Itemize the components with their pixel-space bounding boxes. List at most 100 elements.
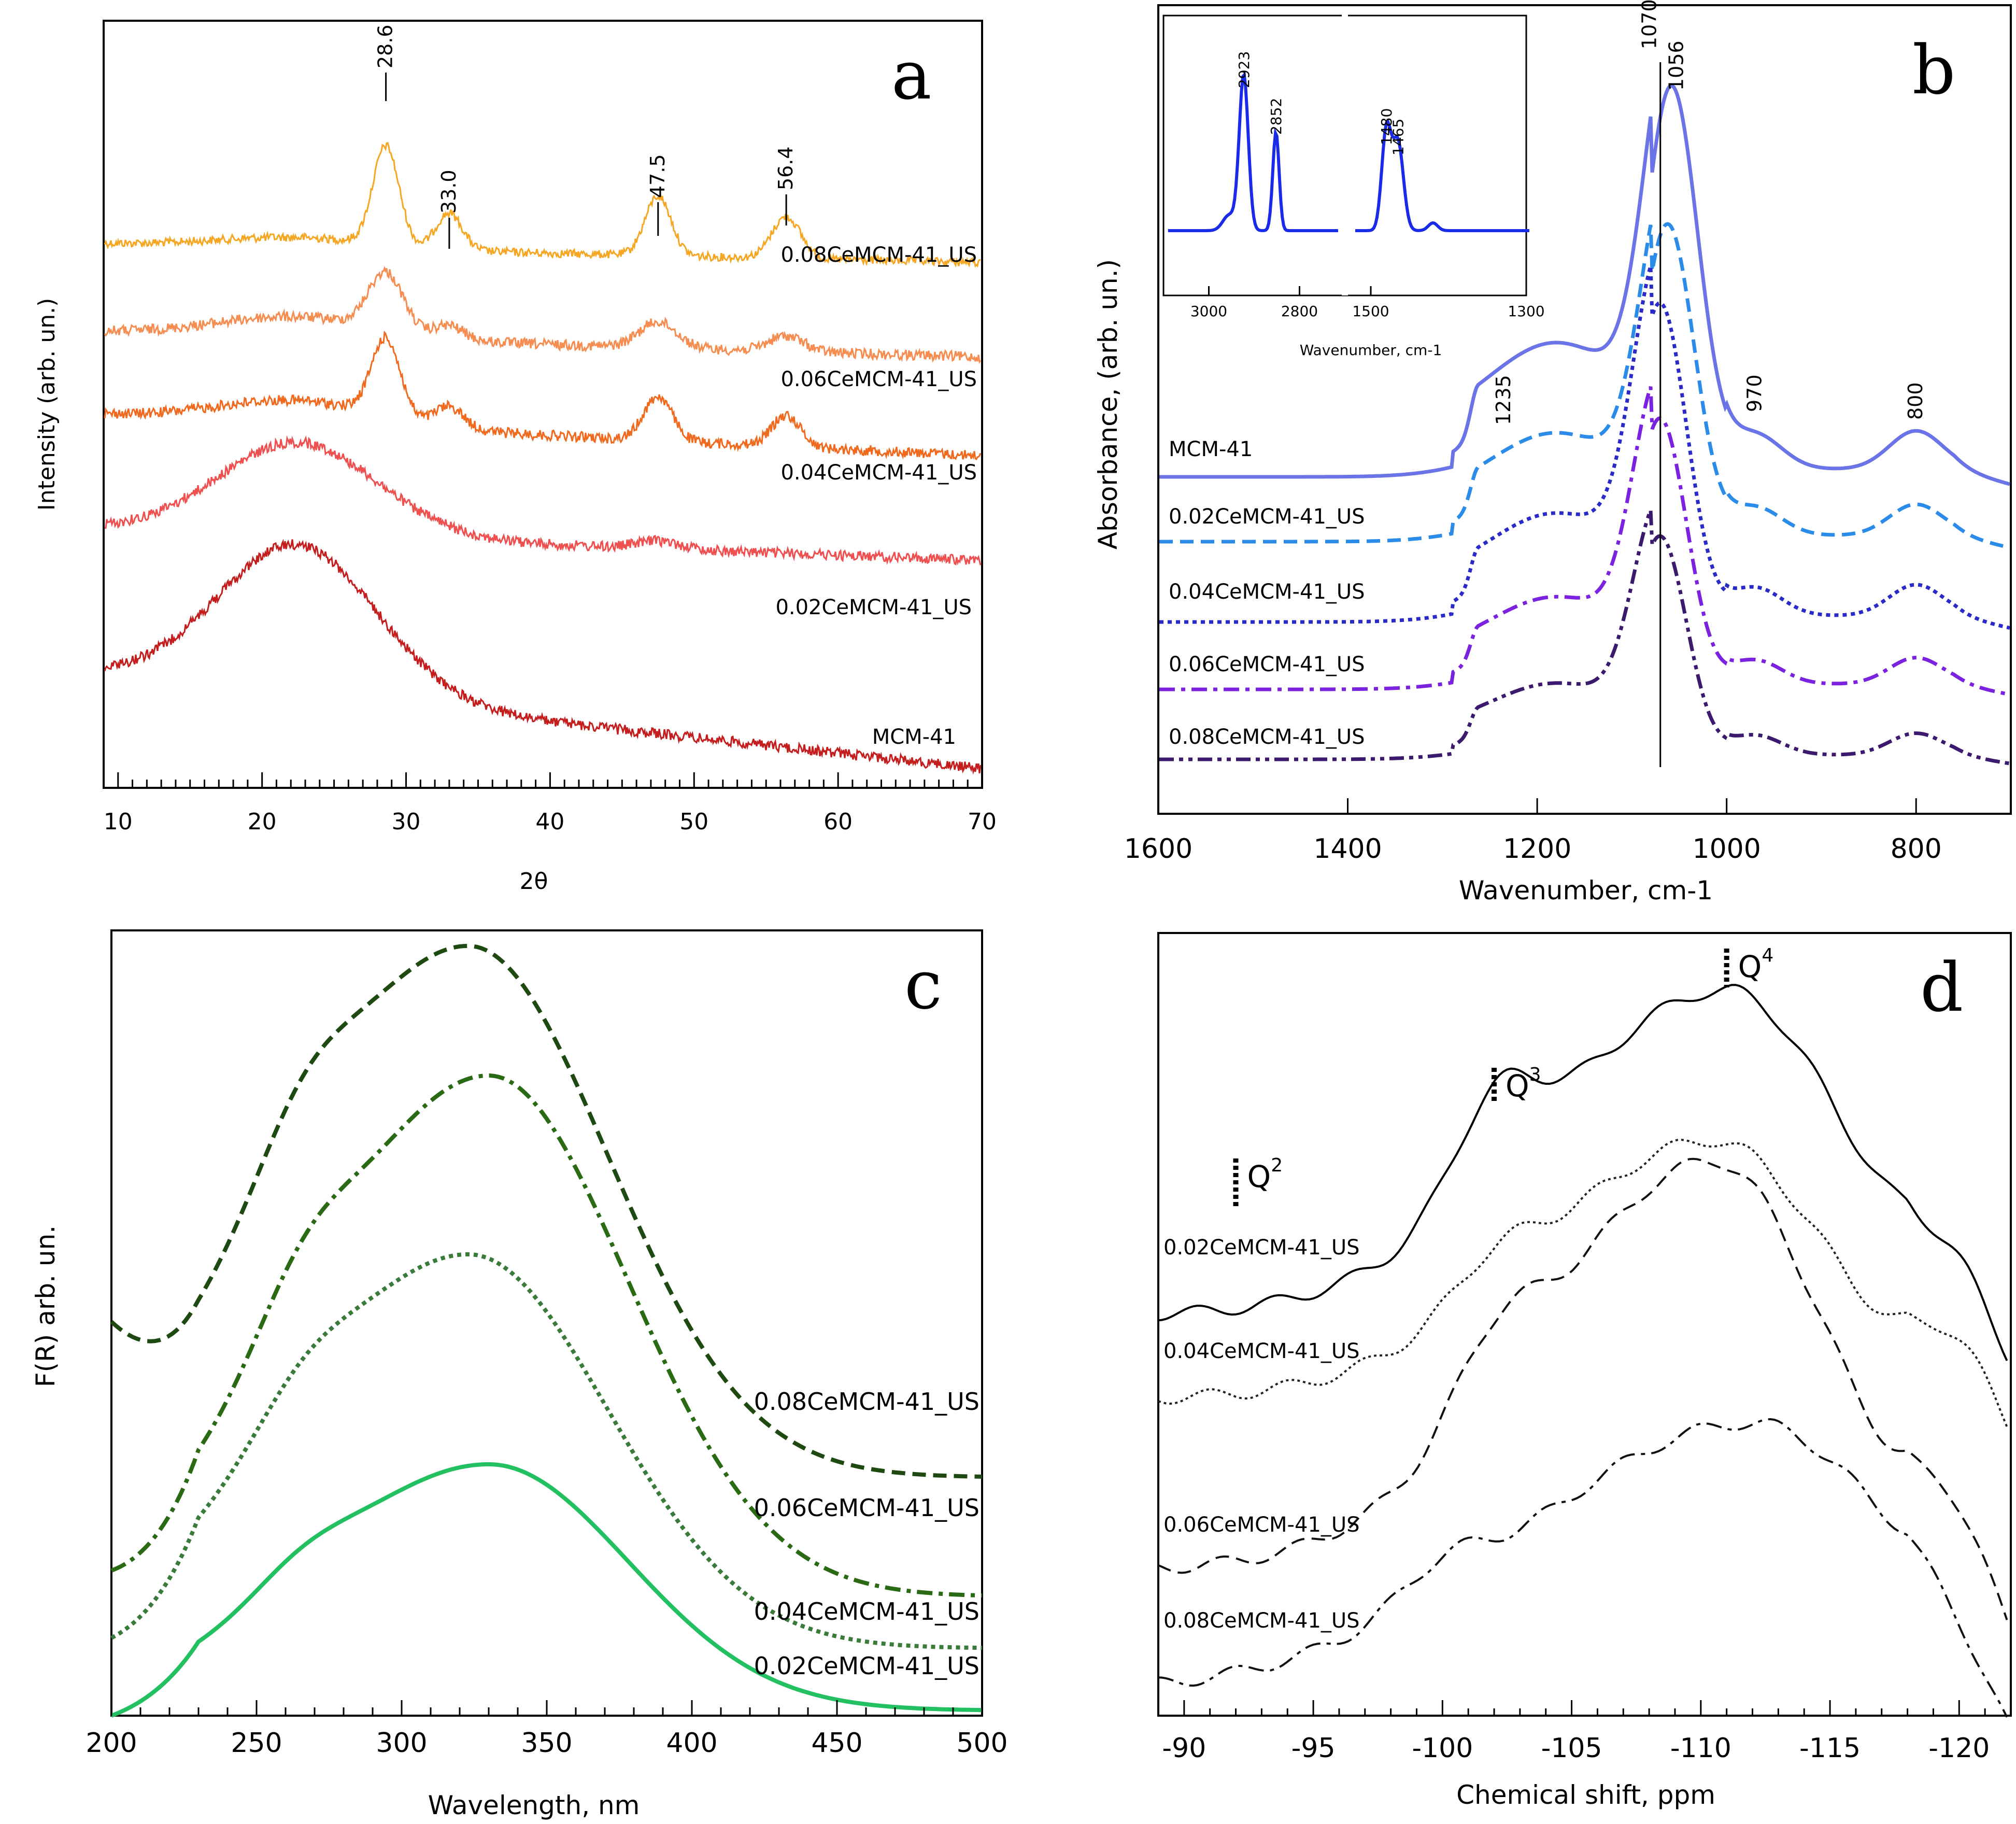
panel-c-series-label: 0.06CeMCM-41_US [754, 1494, 979, 1522]
inset-curve-ch-bend [1355, 119, 1529, 232]
panel-d-xlabel: Chemical shift, ppm [1456, 1780, 1715, 1810]
panel-d-series-curve [1158, 984, 2008, 1361]
panel-b-series-curve [1159, 265, 2010, 630]
panel-d-q-superscript: 4 [1762, 945, 1773, 966]
panel-d-series-curve [1158, 1157, 2008, 1620]
panel-b-series-curve [1159, 83, 2010, 486]
panel-d-xtick-label: -90 [1162, 1733, 1206, 1764]
panel-d-q-superscript: 3 [1529, 1064, 1541, 1085]
panel-a-ylabel: Intensity (arb. un.) [34, 298, 60, 511]
panel-d-letter: d [1920, 948, 1963, 1027]
panel-b-series-label: 0.02CeMCM-41_US [1169, 505, 1365, 529]
panel-c-xtick-label: 500 [956, 1728, 1007, 1759]
panel-a-series-label: 0.04CeMCM-41_US [780, 461, 977, 485]
panel-a-peak-label: 47.5 [646, 154, 669, 198]
panel-a-letter: a [891, 36, 932, 115]
panel-b-series-curve [1159, 386, 2010, 697]
panel-d-series-curve [1158, 1418, 2008, 1718]
panel-a-series-curve [104, 539, 982, 775]
panel-d-series-label: 0.08CeMCM-41_US [1163, 1609, 1360, 1633]
panel-d-xtick-label: -105 [1541, 1733, 1602, 1764]
panel-d-frame [1157, 932, 2012, 1717]
panel-a-series-label: 0.08CeMCM-41_US [780, 243, 977, 267]
panel-b-frame [1157, 4, 2012, 815]
panel-a: 10 20 30 40 50 60 70 28.6 33.0 47.5 56.4 a 2θ Int… [34, 20, 997, 895]
panel-c-ylabel: F(R) arb. un. [31, 1225, 61, 1387]
panel-c-xtick-label: 450 [811, 1728, 862, 1759]
panel-d-xtick-label: -115 [1799, 1733, 1861, 1764]
panel-a-series-label: 0.02CeMCM-41_US [775, 596, 972, 619]
panel-b-xlabel: Wavenumber, cm-1 [1459, 875, 1713, 906]
panel-d-xtick-label: -110 [1670, 1733, 1731, 1764]
panel-b-series-label: MCM-41 [1169, 437, 1253, 461]
panel-b-series-curve [1159, 222, 2010, 549]
panel-d-series-label: 0.02CeMCM-41_US [1163, 1236, 1360, 1260]
panel-b-xlabel-text: Wavenumber, cm-1 [1459, 875, 1713, 906]
panel-a-series-curve [104, 266, 982, 364]
panel-b-peak-label: 800 [1904, 382, 1927, 420]
panel-b-xtick-label: 800 [1891, 833, 1942, 865]
panel-a-xlabel: 2θ [520, 868, 548, 895]
panel-c-xtick-label: 400 [666, 1728, 717, 1759]
panel-a-peak-label: 28.6 [374, 24, 397, 68]
panel-c-series-label: 0.02CeMCM-41_US [754, 1652, 979, 1680]
panel-c-xtick-label: 350 [521, 1728, 572, 1759]
panel-d-xtick-label: -95 [1291, 1733, 1336, 1764]
panel-d-series-curve [1158, 1138, 2008, 1427]
panel-a-xtick-label: 20 [248, 809, 277, 835]
inset-peak-label: 1480 [1378, 108, 1395, 145]
panel-d-q-label: Q3 [1506, 1064, 1541, 1104]
panel-a-series-label: MCM-41 [872, 725, 956, 749]
panel-d-q-superscript: 2 [1271, 1155, 1283, 1176]
panel-a-series-curve [104, 435, 982, 565]
panel-c-letter: c [904, 945, 942, 1024]
inset-xlabel: Wavenumber, cm-1 [1300, 342, 1442, 359]
panel-d-q-label: Q4 [1738, 945, 1774, 984]
panel-c-series-label: 0.08CeMCM-41_US [754, 1388, 979, 1416]
panel-a-frame [103, 20, 983, 789]
panel-b-peak-label: 1056 [1665, 40, 1687, 91]
panel-c-series-curve [110, 943, 983, 1479]
panel-c-xtick-label: 200 [86, 1728, 137, 1759]
panel-a-xtick-label: 30 [392, 809, 421, 835]
panel-c-series-curve [110, 1462, 983, 1718]
inset-xtick-label: 2800 [1281, 303, 1318, 320]
panel-d-series-label: 0.04CeMCM-41_US [1163, 1339, 1360, 1363]
panel-b-series-label: 0.08CeMCM-41_US [1169, 725, 1365, 749]
panel-d-series-label: 0.06CeMCM-41_US [1163, 1513, 1360, 1537]
inset-xtick-label: 1500 [1352, 303, 1389, 320]
inset-peak-label: 1465 [1390, 119, 1407, 155]
panel-a-series-curve [104, 330, 982, 460]
panel-b-xtick-label: 1200 [1503, 833, 1571, 865]
panel-c-xtick-label: 300 [376, 1728, 427, 1759]
panel-c-series-curve [110, 1252, 983, 1650]
panel-b-xtick-label: 1600 [1124, 833, 1192, 865]
inset-xtick-label: 1300 [1508, 303, 1544, 320]
panel-d: -90 -95 -100 -105 -110 -115 -120 Q2 Q3 Q4 d Chem… [1157, 932, 2012, 1810]
inset-curve-ch-stretch [1168, 71, 1338, 232]
panel-c-xlabel: Wavelength, nm [428, 1790, 640, 1820]
panel-b-peak-label: 1235 [1492, 375, 1515, 425]
panel-d-q-label: Q2 [1247, 1155, 1283, 1194]
panel-a-xtick-label: 10 [104, 809, 133, 835]
panel-b-letter: b [1912, 31, 1955, 109]
inset-peak-label: 2923 [1236, 51, 1253, 88]
panel-d-xtick-label: -100 [1412, 1733, 1473, 1764]
panel-c-series-curve [110, 1073, 983, 1598]
panel-d-xtick-label: -120 [1928, 1733, 1990, 1764]
panel-a-peak-label: 33.0 [437, 169, 460, 214]
panel-a-xtick-label: 70 [968, 809, 997, 835]
panel-b-peak-label: 970 [1743, 374, 1766, 412]
inset-peak-label: 2852 [1268, 98, 1285, 135]
panel-a-xtick-label: 60 [824, 809, 853, 835]
panel-b-series-label: 0.04CeMCM-41_US [1169, 580, 1365, 604]
panel-b-series-label: 0.06CeMCM-41_US [1169, 653, 1365, 676]
panel-a-xtick-label: 50 [679, 809, 708, 835]
panel-c: 200 250 300 350 400 450 500 c Wavelength, nm F… [31, 929, 1008, 1820]
panel-c-series-label: 0.04CeMCM-41_US [754, 1597, 979, 1625]
panel-a-series-label: 0.06CeMCM-41_US [780, 367, 977, 391]
panel-c-xtick-label: 250 [231, 1728, 282, 1759]
panel-a-peak-label: 56.4 [774, 146, 797, 190]
